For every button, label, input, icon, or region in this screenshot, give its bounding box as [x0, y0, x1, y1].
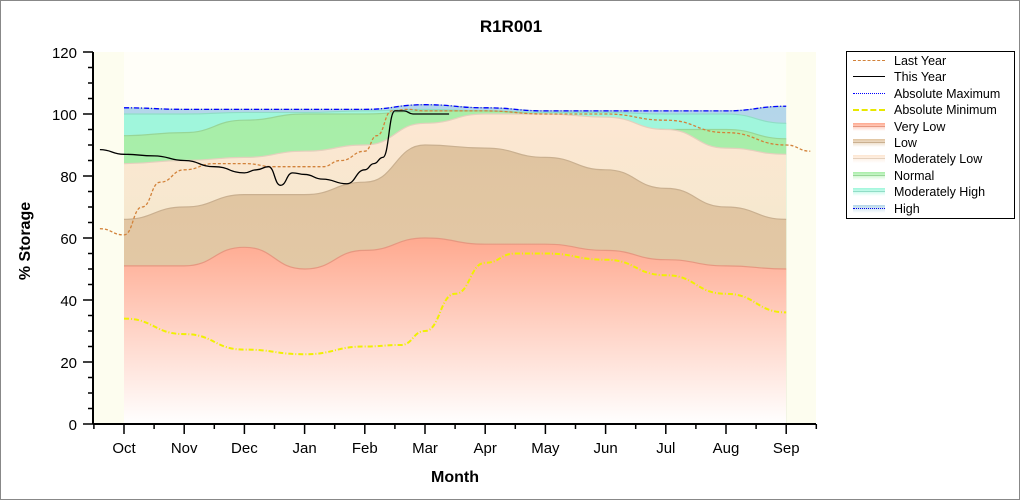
y-tick-label: 60	[60, 231, 77, 248]
legend-label: Moderately High	[894, 185, 986, 200]
series-last-year	[99, 108, 811, 236]
x-tick-label: Jul	[656, 440, 675, 457]
x-tick-label: Nov	[171, 440, 198, 457]
band-edge	[123, 144, 787, 220]
legend-item: Low	[847, 135, 917, 151]
legend-label: Absolute Maximum	[894, 86, 1001, 101]
band-very-low	[124, 238, 787, 424]
y-tick-label: 0	[69, 417, 77, 434]
legend-swatch	[853, 106, 885, 114]
legend-label: Normal	[894, 168, 935, 183]
legend-label: This Year	[894, 70, 947, 85]
x-tick-label: Sep	[773, 440, 800, 457]
legend-label: Moderately Low	[894, 152, 983, 167]
x-tick-label: Feb	[352, 440, 378, 457]
chart-title: R1R001	[480, 17, 542, 36]
legend-item: Normal	[847, 168, 934, 184]
y-axis-label: % Storage	[17, 202, 34, 280]
y-tick-label: 40	[60, 293, 77, 310]
y-tick-label: 100	[52, 107, 77, 124]
legend-swatch	[853, 155, 885, 164]
legend-swatch	[853, 122, 885, 131]
band-edge	[123, 113, 787, 165]
x-tick-label: Oct	[112, 440, 136, 457]
legend-swatch	[853, 139, 885, 147]
legend: Last Year This Year Absolute Maximum Absolu…	[846, 51, 1015, 219]
y-tick-label: 20	[60, 355, 77, 372]
series-absolute-maximum	[123, 104, 787, 112]
legend-swatch	[853, 57, 885, 65]
legend-item: This Year	[847, 69, 946, 85]
legend-label: High	[894, 201, 920, 216]
x-tick-label: Jan	[293, 440, 317, 457]
legend-swatch	[853, 188, 885, 197]
legend-swatch	[853, 204, 885, 213]
legend-item: High	[847, 201, 920, 217]
legend-label: Low	[894, 136, 917, 150]
legend-item: Very Low	[847, 119, 945, 135]
legend-swatch	[853, 73, 885, 81]
x-tick-label: Aug	[713, 440, 740, 457]
legend-label: Absolute Minimum	[894, 103, 997, 118]
x-tick-label: Dec	[231, 440, 258, 457]
series-absolute-minimum	[123, 252, 787, 356]
x-tick-label: May	[531, 440, 560, 457]
series-this-year	[99, 110, 450, 186]
band-edge	[124, 237, 787, 270]
legend-swatch	[853, 171, 885, 180]
x-tick-label: Jun	[594, 440, 618, 457]
legend-item: Absolute Maximum	[847, 86, 1000, 102]
x-axis-label: Month	[431, 469, 479, 486]
legend-item: Last Year	[847, 53, 946, 69]
y-tick-label: 120	[52, 45, 77, 62]
legend-item: Moderately High	[847, 184, 985, 200]
x-tick-label: Apr	[474, 440, 497, 457]
x-tick-label: Mar	[412, 440, 438, 457]
legend-label: Very Low	[894, 119, 946, 134]
legend-label: Last Year	[894, 54, 947, 68]
y-tick-label: 80	[60, 169, 77, 186]
legend-swatch	[853, 90, 885, 98]
legend-item: Moderately Low	[847, 151, 982, 167]
legend-item: Absolute Minimum	[847, 102, 997, 118]
